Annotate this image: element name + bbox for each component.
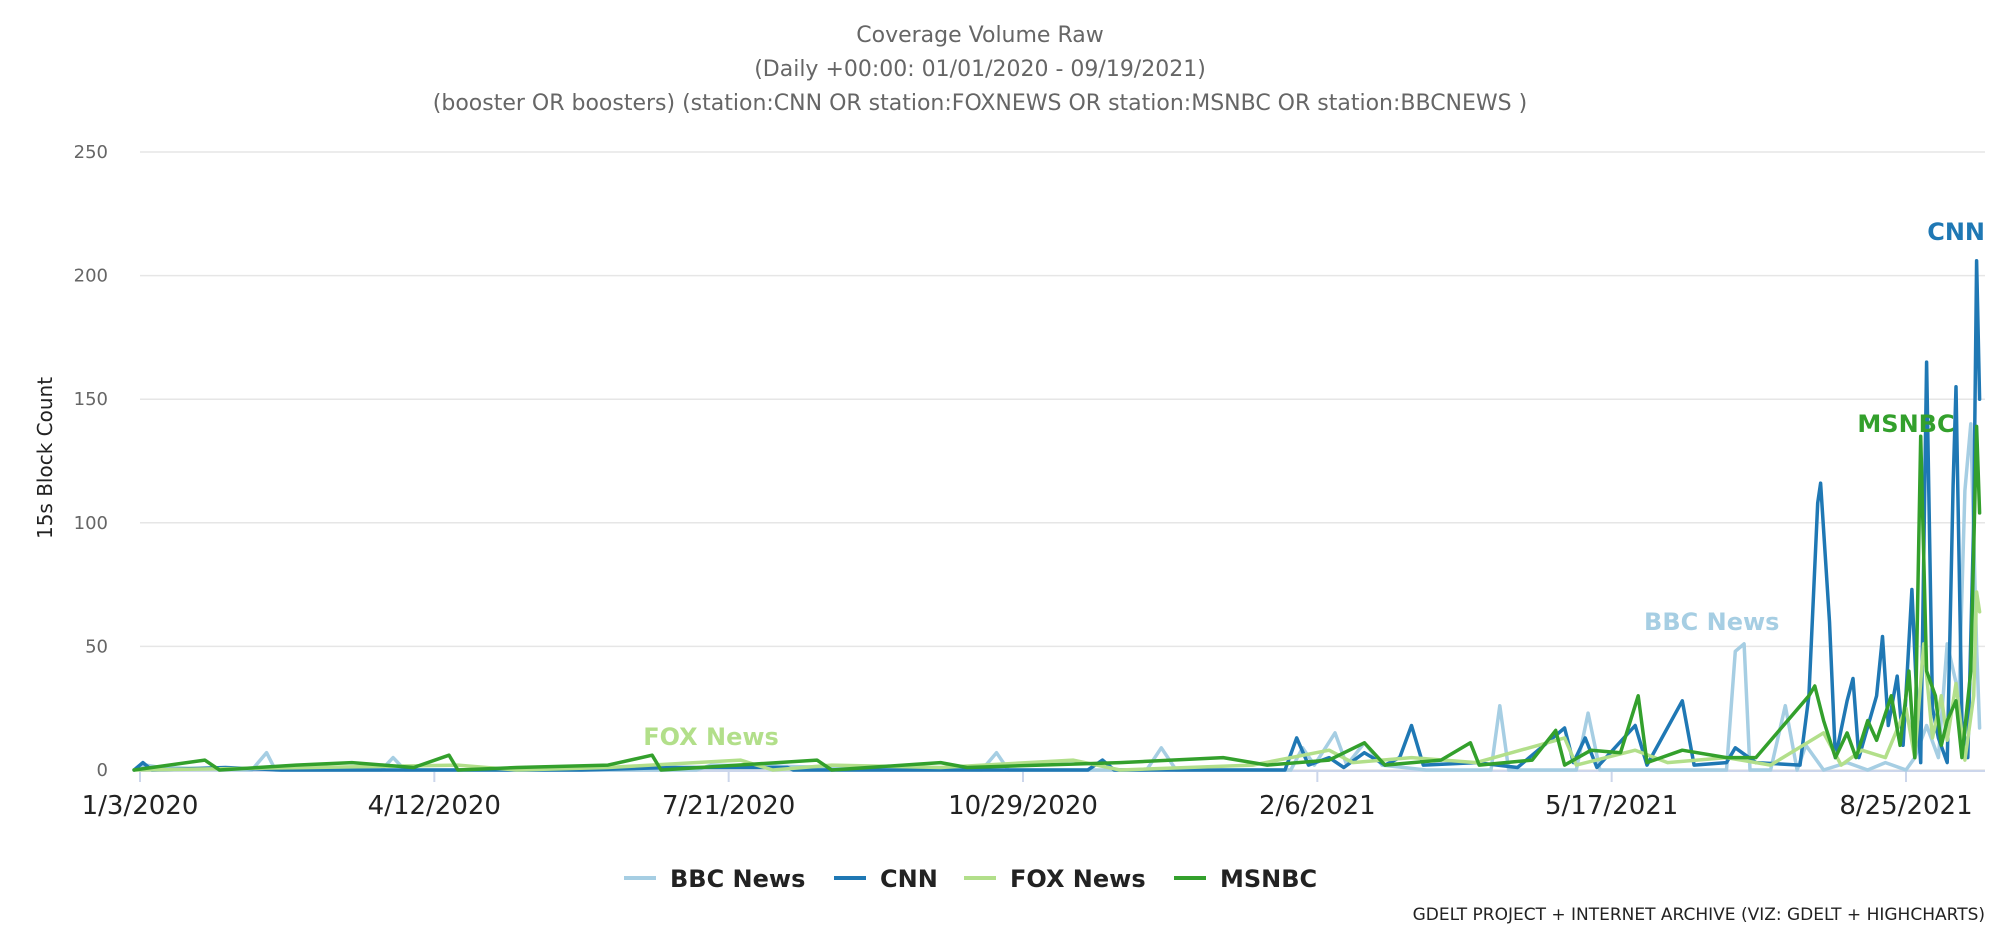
chart-title-line-2: (Daily +00:00: 01/01/2020 - 09/19/2021) — [754, 57, 1206, 82]
series-line-cnn — [132, 259, 1982, 772]
x-axis: 1/3/2020 4/12/2020 7/21/2020 10/29/2020 2/6/… — [82, 770, 1985, 821]
x-tick-label-1: 4/12/2020 — [368, 791, 501, 821]
x-tick-label-6: 8/25/2021 — [1839, 791, 1972, 821]
series-labels: BBC News CNN FOX News MSNBC — [643, 218, 1985, 751]
series-label-msnbc: MSNBC — [1857, 410, 1954, 438]
x-tick-label-2: 7/21/2020 — [662, 791, 795, 821]
series-label-fox-news: FOX News — [643, 723, 779, 751]
y-tick-label-0: 0 — [97, 760, 108, 781]
x-tick-label-4: 2/6/2021 — [1259, 791, 1376, 821]
series-label-cnn: CNN — [1927, 218, 1985, 246]
series-label-bbc-news: BBC News — [1644, 608, 1779, 636]
y-tick-label-200: 200 — [74, 266, 108, 287]
y-tick-label-150: 150 — [74, 389, 108, 410]
legend-label-msnbc: MSNBC — [1220, 865, 1317, 893]
legend-label-cnn: CNN — [880, 865, 938, 893]
series-line-fox-news — [132, 590, 1982, 772]
series-lines — [132, 259, 1982, 772]
y-tick-labels: 0 50 100 150 200 250 — [74, 142, 108, 781]
chart-title-line-3: (booster OR boosters) (station:CNN OR st… — [433, 91, 1527, 116]
x-tick-label-3: 10/29/2020 — [948, 791, 1098, 821]
series-line-bbc-news — [132, 422, 1982, 772]
y-gridlines — [140, 151, 1985, 771]
legend-label-bbc-news: BBC News — [670, 865, 805, 893]
y-axis-label: 15s Block Count — [33, 377, 57, 539]
series-line-msnbc — [132, 424, 1982, 772]
chart-title-line-1: Coverage Volume Raw — [856, 23, 1104, 48]
legend: BBC News CNN FOX News MSNBC — [624, 865, 1317, 893]
y-tick-label-50: 50 — [85, 636, 108, 657]
legend-label-fox-news: FOX News — [1010, 865, 1146, 893]
chart-credit: GDELT PROJECT + INTERNET ARCHIVE (VIZ: G… — [1413, 905, 1985, 925]
x-tick-label-5: 5/17/2021 — [1545, 791, 1678, 821]
x-tick-label-0: 1/3/2020 — [82, 791, 199, 821]
y-tick-label-250: 250 — [74, 142, 108, 163]
y-tick-label-100: 100 — [74, 513, 108, 534]
